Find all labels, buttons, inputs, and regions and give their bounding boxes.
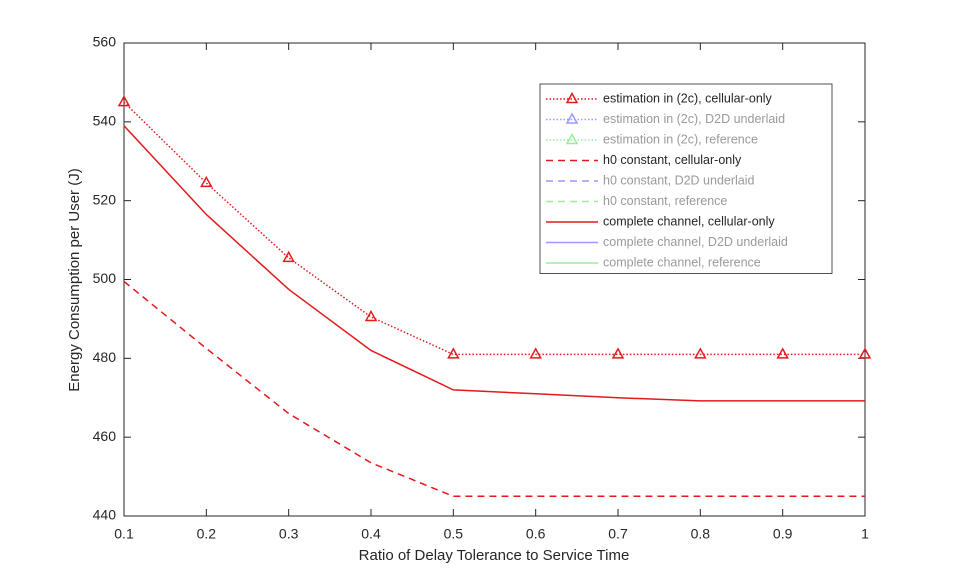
series-line <box>123 125 865 402</box>
x-tick-label: 0.3 <box>279 526 299 542</box>
x-tick-label: 0.6 <box>526 526 546 542</box>
data-marker <box>776 347 789 359</box>
legend-label: complete channel, reference <box>603 255 761 269</box>
x-axis-label: Ratio of Delay Tolerance to Service Time <box>359 547 630 564</box>
x-tick-label: 0.4 <box>361 526 381 542</box>
legend-label: h0 constant, D2D underlaid <box>603 173 755 187</box>
y-tick-label: 480 <box>93 349 117 365</box>
x-tick-label: 0.2 <box>197 526 217 542</box>
data-marker <box>200 175 213 188</box>
legend-label: h0 constant, reference <box>603 194 727 208</box>
data-marker <box>282 250 295 263</box>
legend-label: complete channel, D2D underlaid <box>603 235 788 249</box>
data-marker <box>117 95 131 107</box>
y-axis-label: Energy Consumption per User (J) <box>66 168 83 391</box>
x-tick-label: 0.9 <box>773 526 793 542</box>
x-tick-label: 0.1 <box>114 526 134 542</box>
legend-label: h0 constant, cellular-only <box>603 153 742 167</box>
legend-label: estimation in (2c), reference <box>603 132 758 146</box>
legend-label: estimation in (2c), D2D underlaid <box>603 112 785 126</box>
data-marker <box>529 347 542 359</box>
legend-marker <box>565 91 579 104</box>
y-tick-label: 540 <box>93 113 117 129</box>
x-tick-label: 0.7 <box>608 526 628 542</box>
data-marker <box>858 347 872 359</box>
x-tick-label: 1 <box>861 526 869 542</box>
data-marker <box>611 347 625 359</box>
y-tick-label: 500 <box>93 270 117 286</box>
x-tick-label: 0.8 <box>691 526 711 542</box>
legend-label: estimation in (2c), cellular-only <box>603 91 773 105</box>
data-marker <box>694 347 707 359</box>
y-tick-label: 440 <box>93 507 117 523</box>
legend-marker <box>565 132 579 145</box>
y-tick-label: 520 <box>93 191 117 207</box>
series-line <box>123 280 865 498</box>
data-marker <box>364 309 378 322</box>
series-line <box>123 101 865 356</box>
legend-marker <box>565 112 579 124</box>
y-tick-label: 460 <box>93 428 117 444</box>
legend-label: complete channel, cellular-only <box>603 214 775 228</box>
y-tick-label: 560 <box>93 34 117 50</box>
data-marker <box>447 347 460 359</box>
x-tick-label: 0.5 <box>444 526 464 542</box>
